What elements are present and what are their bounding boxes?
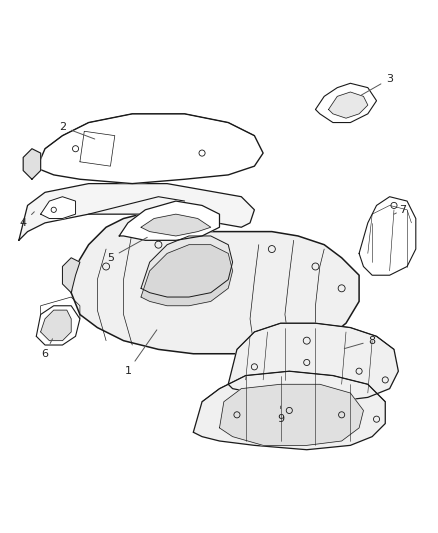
Text: 6: 6 bbox=[42, 339, 53, 359]
Polygon shape bbox=[141, 236, 232, 297]
Text: 4: 4 bbox=[20, 212, 34, 228]
Polygon shape bbox=[62, 258, 80, 293]
Text: 9: 9 bbox=[276, 406, 283, 424]
Polygon shape bbox=[141, 245, 232, 306]
Polygon shape bbox=[71, 214, 358, 354]
Polygon shape bbox=[36, 306, 80, 345]
Polygon shape bbox=[315, 83, 376, 123]
Polygon shape bbox=[193, 371, 385, 450]
Polygon shape bbox=[19, 183, 254, 240]
Text: 3: 3 bbox=[360, 74, 392, 95]
Polygon shape bbox=[32, 114, 262, 183]
Polygon shape bbox=[141, 214, 210, 236]
Polygon shape bbox=[328, 92, 367, 118]
Polygon shape bbox=[119, 201, 219, 240]
Polygon shape bbox=[219, 384, 363, 446]
Polygon shape bbox=[228, 323, 397, 402]
Polygon shape bbox=[41, 197, 75, 219]
Polygon shape bbox=[80, 131, 115, 166]
Polygon shape bbox=[23, 149, 41, 179]
Text: 7: 7 bbox=[393, 205, 405, 215]
Text: 5: 5 bbox=[107, 237, 147, 263]
Text: 1: 1 bbox=[124, 330, 156, 376]
Text: 2: 2 bbox=[59, 122, 95, 139]
Text: 8: 8 bbox=[343, 336, 375, 349]
Polygon shape bbox=[41, 310, 71, 341]
Polygon shape bbox=[358, 197, 415, 275]
